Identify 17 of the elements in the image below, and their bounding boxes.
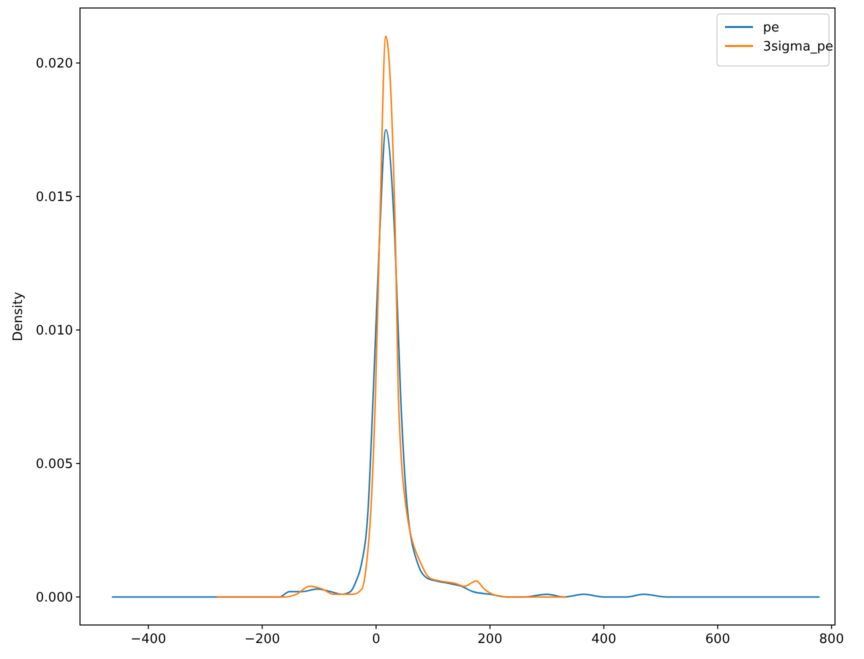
y-tick-label: 0.010 — [36, 324, 73, 339]
y-tick-label: 0.015 — [36, 190, 73, 206]
legend-label: 3sigma_pe — [763, 40, 834, 55]
x-tick-label: 0 — [372, 632, 380, 647]
x-tick-label: 800 — [819, 632, 844, 647]
x-tick-label: 200 — [478, 632, 502, 647]
y-tick-label: 0.020 — [36, 56, 73, 72]
y-axis-title: Density — [11, 291, 26, 342]
y-tick-label: 0.000 — [36, 590, 73, 606]
x-tick-label: −200 — [244, 632, 280, 647]
line-series — [216, 36, 566, 598]
x-tick-label: −400 — [130, 632, 166, 647]
y-tick-label: 0.005 — [36, 457, 73, 472]
legend-label: pe — [763, 20, 780, 36]
x-tick-label: 600 — [705, 632, 730, 647]
line-series — [112, 128, 820, 598]
x-tick-label: 400 — [591, 632, 616, 647]
